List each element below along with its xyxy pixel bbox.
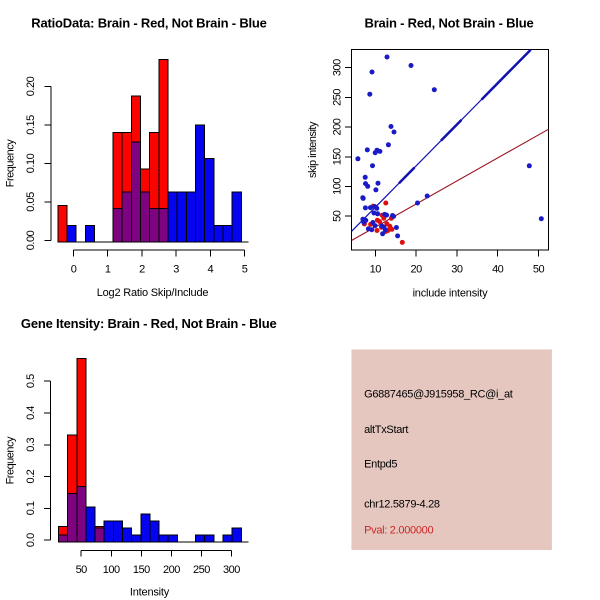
svg-text:200: 200 [332, 118, 344, 135]
svg-text:Frequency: Frequency [5, 139, 17, 187]
svg-text:0.4: 0.4 [25, 406, 37, 420]
svg-text:altTxStart: altTxStart [364, 424, 408, 436]
svg-text:Log2 Ratio Skip/Include: Log2 Ratio Skip/Include [97, 287, 209, 299]
svg-text:skip intensity: skip intensity [307, 121, 319, 178]
svg-text:Intensity: Intensity [130, 587, 170, 599]
svg-text:0.3: 0.3 [25, 438, 37, 452]
svg-text:1: 1 [105, 264, 111, 276]
svg-text:G6887465@J915958_RC@i_at: G6887465@J915958_RC@i_at [364, 389, 513, 401]
svg-text:10: 10 [370, 264, 382, 276]
svg-text:20: 20 [410, 264, 422, 276]
svg-text:Gene Itensity: Brain - Red, No: Gene Itensity: Brain - Red, Not Brain - … [21, 316, 277, 331]
svg-text:150: 150 [332, 148, 344, 165]
svg-text:150: 150 [133, 564, 150, 576]
svg-text:100: 100 [103, 564, 120, 576]
svg-text:chr12.5879-4.28: chr12.5879-4.28 [364, 498, 440, 510]
svg-text:50: 50 [76, 564, 88, 576]
svg-text:0.15: 0.15 [25, 115, 37, 135]
svg-text:0.00: 0.00 [25, 230, 37, 250]
svg-text:0.2: 0.2 [25, 469, 37, 483]
svg-text:3: 3 [173, 264, 179, 276]
svg-text:200: 200 [163, 564, 180, 576]
svg-text:0.0: 0.0 [25, 533, 37, 547]
svg-text:0: 0 [71, 264, 77, 276]
svg-text:0.5: 0.5 [25, 374, 37, 388]
svg-text:50: 50 [533, 264, 545, 276]
svg-text:50: 50 [332, 210, 344, 222]
svg-text:4: 4 [207, 264, 213, 276]
svg-text:250: 250 [193, 564, 210, 576]
svg-text:Frequency: Frequency [5, 436, 17, 484]
svg-text:100: 100 [332, 178, 344, 195]
svg-text:2: 2 [139, 264, 145, 276]
svg-text:Entpd5: Entpd5 [364, 459, 397, 471]
svg-text:Pval: 2.000000: Pval: 2.000000 [364, 525, 433, 537]
svg-text:0.1: 0.1 [25, 501, 37, 515]
svg-text:5: 5 [242, 264, 248, 276]
svg-text:include intensity: include intensity [413, 288, 489, 300]
svg-text:250: 250 [332, 89, 344, 106]
svg-text:0.20: 0.20 [25, 76, 37, 96]
svg-text:40: 40 [492, 264, 504, 276]
svg-text:0.10: 0.10 [25, 153, 37, 173]
svg-text:RatioData: Brain - Red, Not Br: RatioData: Brain - Red, Not Brain - Blue [31, 16, 266, 31]
svg-text:300: 300 [223, 564, 240, 576]
svg-text:0.05: 0.05 [25, 192, 37, 212]
svg-text:30: 30 [451, 264, 463, 276]
svg-text:Brain - Red, Not Brain - Blue: Brain - Red, Not Brain - Blue [365, 16, 534, 31]
svg-text:300: 300 [332, 59, 344, 76]
